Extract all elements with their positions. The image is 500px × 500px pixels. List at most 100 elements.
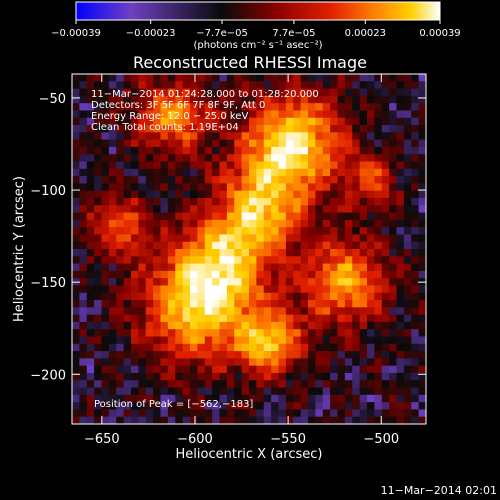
heatmap-cell — [315, 380, 324, 388]
heatmap-cell — [344, 416, 353, 424]
heatmap-cell — [204, 117, 213, 126]
heatmap-cell — [256, 329, 265, 337]
heatmap-cell — [308, 212, 316, 221]
heatmap-cell — [330, 168, 338, 177]
heatmap-cell — [359, 74, 368, 82]
heatmap-cell — [359, 380, 368, 388]
heatmap-cell — [344, 409, 353, 418]
heatmap-cell — [197, 227, 206, 235]
heatmap-cell — [367, 263, 375, 272]
heatmap-cell — [271, 380, 279, 388]
heatmap-cell — [396, 365, 405, 374]
heatmap-cell — [197, 88, 206, 97]
heatmap-cell — [418, 154, 426, 162]
heatmap-cell — [204, 394, 213, 403]
heatmap-cell — [234, 190, 243, 199]
heatmap-cell — [131, 380, 139, 388]
heatmap-cell — [389, 343, 397, 352]
heatmap-cell — [367, 300, 375, 308]
heatmap-cell — [344, 278, 353, 286]
heatmap-cell — [86, 285, 95, 294]
heatmap-cell — [234, 343, 243, 352]
heatmap-cell — [293, 205, 302, 213]
heatmap-cell — [249, 285, 257, 294]
heatmap-cell — [278, 117, 287, 126]
heatmap-cell — [204, 387, 213, 396]
heatmap-cell — [160, 81, 169, 89]
heatmap-cell — [344, 103, 353, 111]
heatmap-cell — [123, 110, 132, 119]
heatmap-cell — [263, 183, 272, 192]
heatmap-cell — [285, 270, 294, 279]
heatmap-cell — [160, 394, 169, 403]
heatmap-cell — [204, 292, 213, 301]
heatmap-cell — [153, 256, 161, 264]
heatmap-cell — [285, 183, 294, 192]
heatmap-cell — [116, 74, 125, 82]
heatmap-cell — [263, 241, 272, 250]
heatmap-cell — [234, 336, 243, 345]
heatmap-cell — [226, 88, 235, 97]
heatmap-cell — [271, 219, 279, 228]
heatmap-cell — [396, 321, 405, 330]
heatmap-cell — [403, 117, 412, 126]
heatmap-cell — [411, 234, 420, 243]
heatmap-cell — [315, 190, 324, 199]
heatmap-cell — [116, 117, 125, 126]
heatmap-cell — [175, 387, 184, 396]
heatmap-cell — [285, 380, 294, 388]
heatmap-cell — [108, 190, 117, 199]
heatmap-cell — [101, 74, 110, 82]
heatmap-cell — [219, 110, 228, 119]
heatmap-cell — [204, 300, 213, 308]
heatmap-cell — [367, 372, 375, 381]
heatmap-cell — [94, 190, 102, 199]
heatmap-cell — [381, 183, 390, 192]
heatmap-cell — [308, 125, 316, 133]
heatmap-cell — [131, 416, 139, 424]
heatmap-cell — [389, 351, 397, 359]
heatmap-cell — [271, 197, 279, 206]
heatmap-cell — [131, 307, 139, 316]
heatmap-cell — [381, 117, 390, 126]
heatmap-cell — [322, 154, 331, 162]
heatmap-cell — [300, 387, 309, 396]
heatmap-cell — [285, 125, 294, 133]
heatmap-cell — [315, 402, 324, 410]
heatmap-cell — [234, 161, 243, 170]
heatmap-cell — [72, 154, 80, 162]
heatmap-cell — [285, 336, 294, 345]
heatmap-cell — [300, 365, 309, 374]
heatmap-cell — [344, 95, 353, 104]
heatmap-cell — [108, 168, 117, 177]
heatmap-cell — [219, 329, 228, 337]
heatmap-cell — [411, 416, 420, 424]
heatmap-cell — [116, 212, 125, 221]
heatmap-cell — [94, 278, 102, 286]
heatmap-cell — [182, 205, 191, 213]
heatmap-cell — [226, 183, 235, 192]
heatmap-cell — [330, 256, 338, 264]
heatmap-cell — [403, 402, 412, 410]
heatmap-cell — [285, 95, 294, 104]
heatmap-cell — [108, 125, 117, 133]
heatmap-cell — [153, 300, 161, 308]
heatmap-cell — [138, 95, 147, 104]
heatmap-cell — [352, 74, 361, 82]
heatmap-cell — [330, 351, 338, 359]
heatmap-cell — [94, 343, 102, 352]
heatmap-cell — [330, 307, 338, 316]
heatmap-cell — [145, 270, 154, 279]
heatmap-cell — [381, 314, 390, 323]
heatmap-cell — [212, 285, 220, 294]
heatmap-cell — [234, 219, 243, 228]
heatmap-cell — [219, 190, 228, 199]
heatmap-cell — [212, 161, 220, 170]
heatmap-cell — [285, 205, 294, 213]
heatmap-cell — [153, 176, 161, 184]
heatmap-cell — [256, 241, 265, 250]
heatmap-cell — [256, 197, 265, 206]
heatmap-cell — [190, 307, 198, 316]
heatmap-cell — [153, 146, 161, 155]
heatmap-cell — [86, 372, 95, 381]
